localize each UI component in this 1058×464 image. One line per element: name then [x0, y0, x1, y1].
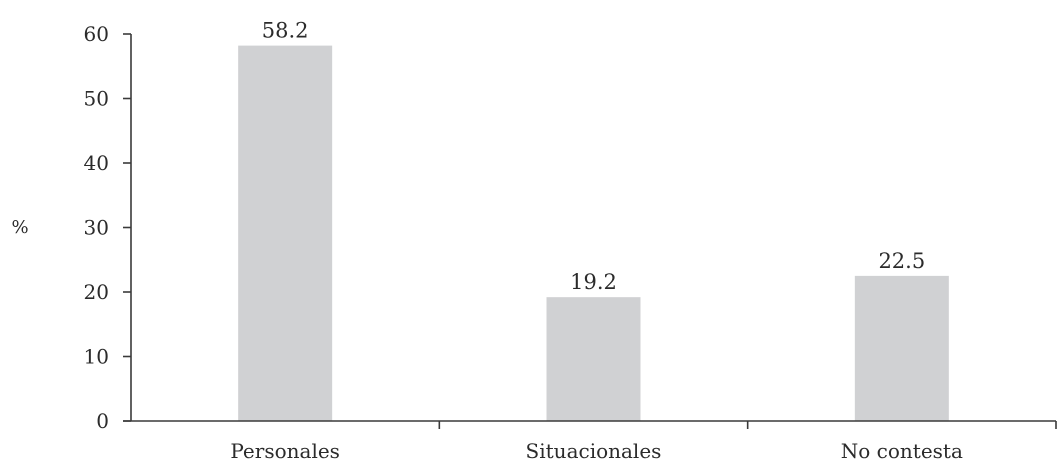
- bar-value-label: 58.2: [262, 19, 309, 43]
- bars: [238, 45, 949, 422]
- y-tick-label: 10: [84, 345, 109, 369]
- x-category-label: No contesta: [841, 439, 963, 463]
- y-tick-label: 20: [84, 280, 109, 304]
- x-category-label: Situacionales: [526, 439, 662, 463]
- y-axis-ticks: 0 10 20 30 40 50 60: [84, 22, 131, 433]
- y-tick-label: 30: [84, 216, 109, 240]
- bar-value-label: 22.5: [878, 249, 925, 273]
- y-tick-label: 60: [84, 22, 109, 46]
- bar-value-label: 19.2: [570, 270, 617, 294]
- x-axis-ticks: [438, 421, 1057, 429]
- bar-no-contesta: [854, 275, 949, 421]
- value-labels: 58.2 19.2 22.5: [262, 19, 925, 295]
- y-axis-label: %: [11, 217, 28, 238]
- y-tick-label: 50: [84, 87, 109, 111]
- bar-personales: [238, 45, 333, 422]
- bar-situacionales: [546, 297, 641, 421]
- x-category-label: Personales: [230, 439, 340, 463]
- y-tick-label: 40: [84, 151, 109, 175]
- category-labels: Personales Situacionales No contesta: [230, 439, 963, 463]
- y-tick-label: 0: [96, 409, 109, 433]
